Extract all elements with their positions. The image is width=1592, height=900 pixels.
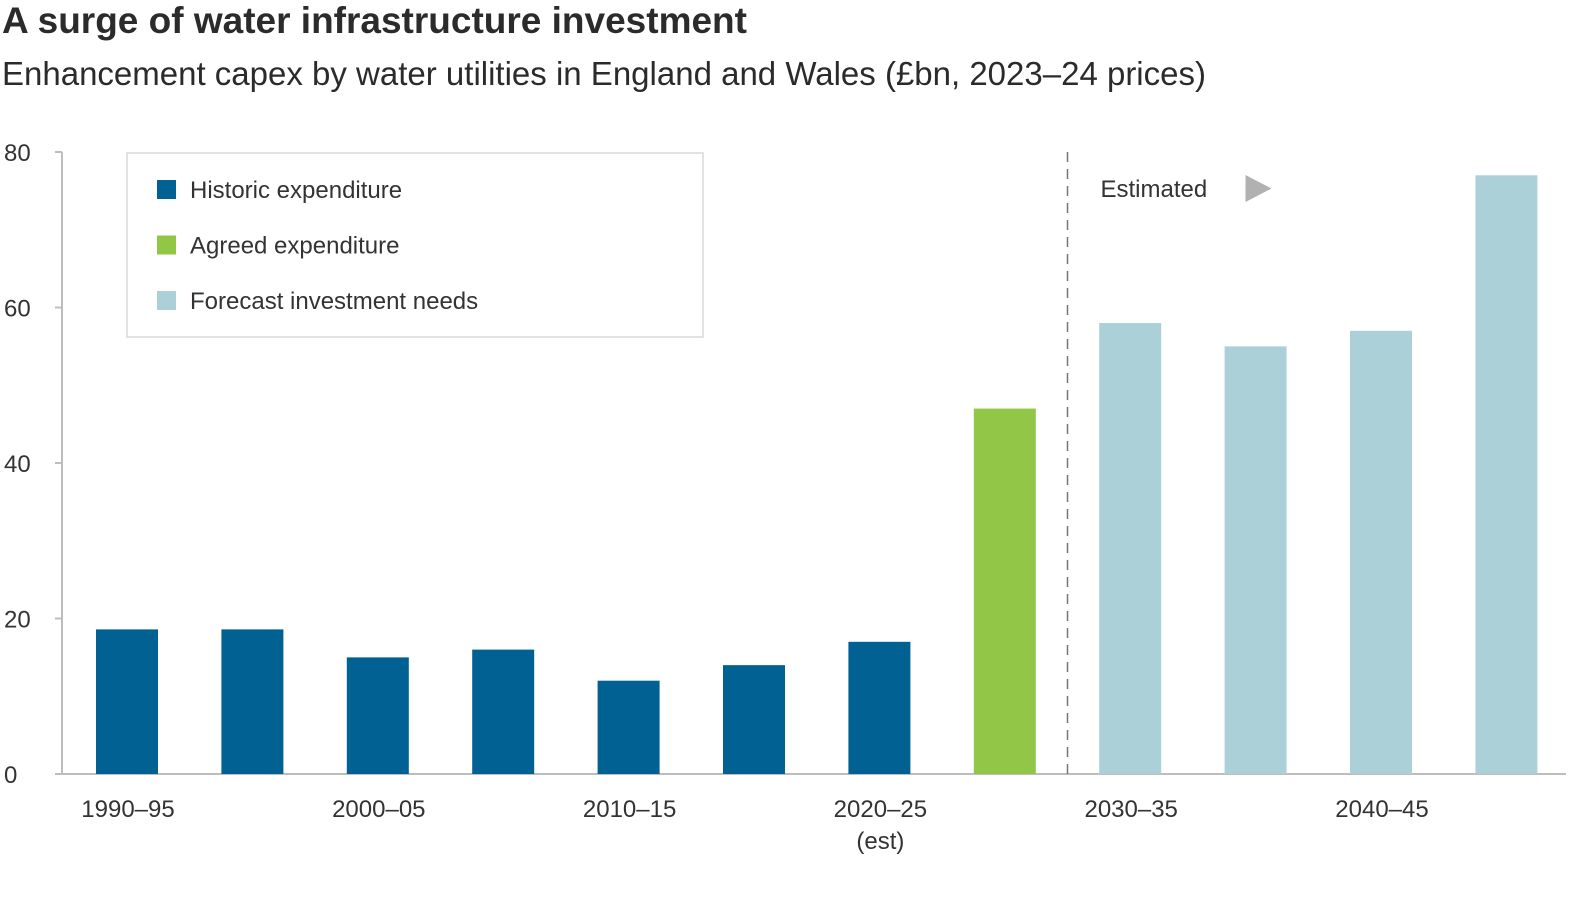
bar-historic <box>597 680 660 774</box>
y-tick-label: 60 <box>4 296 31 323</box>
bar-forecast <box>1475 175 1538 774</box>
legend-label-forecast: Forecast investment needs <box>190 288 478 315</box>
bar-historic <box>723 665 785 774</box>
legend-swatch-agreed <box>157 235 176 255</box>
estimated-label: Estimated <box>1101 176 1208 203</box>
x-tick-label: 2020–25 <box>834 796 927 823</box>
y-tick-label: 0 <box>4 762 17 789</box>
x-tick-label: 1990–95 <box>81 796 174 823</box>
x-tick-label: 2040–45 <box>1335 796 1428 823</box>
legend-box <box>126 152 704 338</box>
x-axis-labels: 1990–95 2000–05 2010–15 2020–25 (est) 2030–35… <box>81 796 1428 855</box>
bar-forecast <box>1224 346 1287 774</box>
y-tick-label: 80 <box>4 140 31 167</box>
bar-historic <box>96 629 158 774</box>
legend-swatch-forecast <box>157 291 176 310</box>
y-tick-label: 20 <box>4 607 31 634</box>
bar-historic <box>221 629 284 774</box>
axes <box>55 151 1566 775</box>
arrow-right-icon <box>1245 175 1272 202</box>
chart-subtitle: Enhancement capex by water utilities in … <box>2 55 1206 92</box>
estimated-annotation: Estimated <box>1066 152 1272 774</box>
legend-label-historic: Historic expenditure <box>190 177 402 204</box>
chart-title: A surge of water infrastructure investme… <box>2 0 747 41</box>
y-axis-labels: 0 20 40 60 80 <box>4 140 31 789</box>
bar-historic <box>472 649 535 774</box>
legend-label-agreed: Agreed expenditure <box>190 233 399 260</box>
bar-forecast <box>1350 330 1412 774</box>
bar-historic <box>346 657 409 774</box>
x-tick-label: 2010–15 <box>583 796 676 823</box>
x-tick-label: (est) <box>856 828 904 855</box>
x-tick-label: 2030–35 <box>1084 796 1177 823</box>
bar-forecast <box>1099 323 1162 774</box>
x-tick-label: 2000–05 <box>332 796 425 823</box>
y-tick-label: 40 <box>4 451 31 478</box>
bar-historic <box>848 641 911 774</box>
bars <box>96 175 1538 774</box>
legend: Historic expenditure Agreed expenditure Fo… <box>126 152 704 338</box>
bar-agreed <box>973 408 1036 774</box>
legend-swatch-historic <box>157 180 176 199</box>
